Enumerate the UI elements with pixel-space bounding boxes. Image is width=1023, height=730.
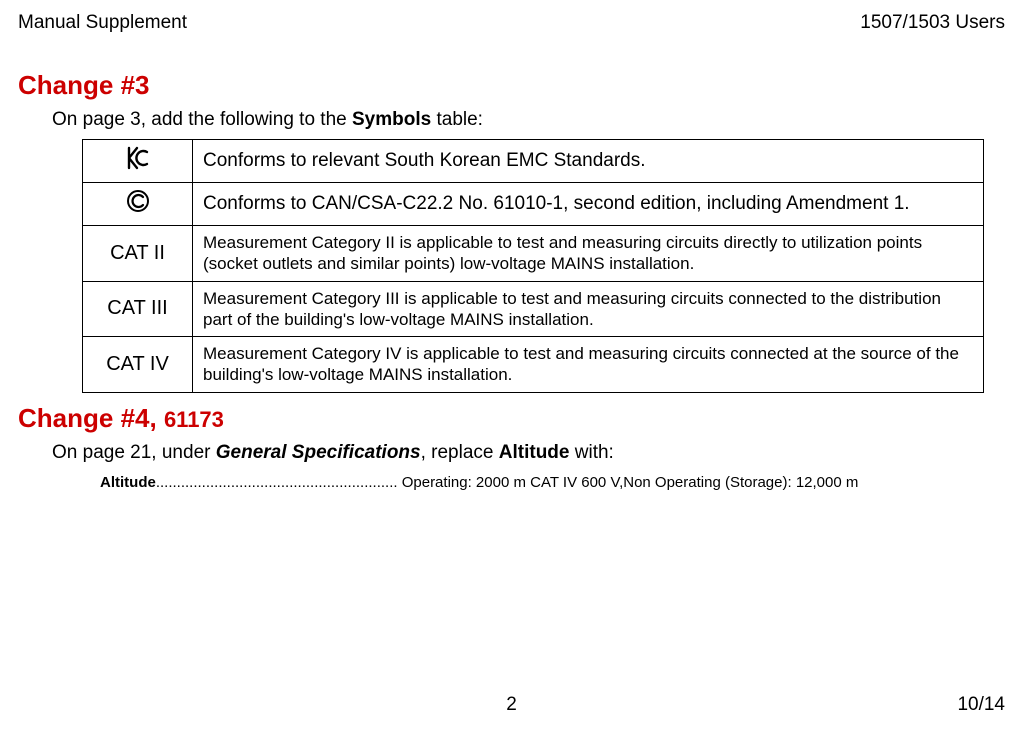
- symbol-cell: CAT II: [83, 226, 193, 282]
- header-right: 1507/1503 Users: [860, 12, 1005, 34]
- change3-intro-after: table:: [431, 109, 483, 130]
- symbol-cell: [83, 140, 193, 183]
- table-row: Conforms to CAN/CSA-C22.2 No. 61010-1, s…: [83, 183, 984, 226]
- change3-title-text: Change #3: [18, 70, 150, 100]
- description-cell: Measurement Category III is applicable t…: [193, 281, 984, 337]
- change4-title-main: Change #4,: [18, 403, 164, 433]
- change3-intro-before: On page 3, add the following to the: [52, 109, 352, 130]
- footer-page: 2: [506, 694, 517, 716]
- change4-intro-p2: , replace: [421, 442, 499, 463]
- table-row: CAT IIIMeasurement Category III is appli…: [83, 281, 984, 337]
- change4-intro-p1: On page 21, under: [52, 442, 216, 463]
- kc-mark-icon: [126, 146, 150, 170]
- header-left: Manual Supplement: [18, 12, 187, 34]
- table-row: CAT IIMeasurement Category II is applica…: [83, 226, 984, 282]
- footer: 2 10/14: [0, 694, 1023, 716]
- change4-intro-bi: General Specifications: [216, 442, 421, 463]
- symbol-cell: CAT IV: [83, 337, 193, 393]
- change3-title: Change #3: [18, 70, 1005, 101]
- table-row: CAT IVMeasurement Category IV is applica…: [83, 337, 984, 393]
- description-cell: Conforms to CAN/CSA-C22.2 No. 61010-1, s…: [193, 183, 984, 226]
- change4-title-num: 61173: [164, 407, 224, 432]
- altitude-spec: Altitude................................…: [100, 474, 1005, 491]
- description-cell: Measurement Category II is applicable to…: [193, 226, 984, 282]
- change4-intro: On page 21, under General Specifications…: [52, 442, 1005, 464]
- change4-title: Change #4, 61173: [18, 403, 1005, 434]
- change3-intro: On page 3, add the following to the Symb…: [52, 109, 1005, 131]
- change3-intro-bold: Symbols: [352, 109, 431, 130]
- altitude-value: Operating: 2000 m CAT IV 600 V,Non Opera…: [398, 474, 859, 491]
- description-cell: Conforms to relevant South Korean EMC St…: [193, 140, 984, 183]
- symbols-table: Conforms to relevant South Korean EMC St…: [82, 139, 984, 393]
- altitude-dots: ........................................…: [156, 474, 398, 491]
- footer-date: 10/14: [957, 694, 1005, 716]
- symbol-cell: CAT III: [83, 281, 193, 337]
- description-cell: Measurement Category IV is applicable to…: [193, 337, 984, 393]
- change4-intro-b2: Altitude: [499, 442, 570, 463]
- symbol-cell: [83, 183, 193, 226]
- csa-mark-icon: [127, 189, 149, 213]
- altitude-label: Altitude: [100, 474, 156, 491]
- table-row: Conforms to relevant South Korean EMC St…: [83, 140, 984, 183]
- change4-intro-p3: with:: [569, 442, 613, 463]
